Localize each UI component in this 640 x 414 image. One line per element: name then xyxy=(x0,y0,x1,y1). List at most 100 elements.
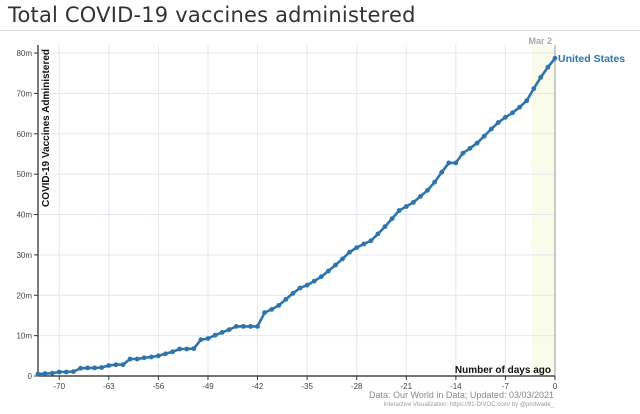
data-point xyxy=(198,337,204,343)
y-tick-label: 20m xyxy=(16,291,32,300)
data-point xyxy=(368,238,374,244)
x-tick-label: -35 xyxy=(301,382,313,391)
data-point xyxy=(361,241,367,247)
data-point xyxy=(488,126,494,132)
x-tick-label: -7 xyxy=(502,382,510,391)
data-point xyxy=(113,362,119,368)
y-tick-label: 10m xyxy=(16,332,32,341)
data-point xyxy=(347,249,352,255)
data-point xyxy=(212,332,218,338)
x-tick-label: -56 xyxy=(153,382,165,391)
end-date-shading xyxy=(532,45,555,376)
data-point xyxy=(156,353,161,359)
data-point xyxy=(446,160,452,166)
data-point xyxy=(538,74,544,80)
data-point xyxy=(248,324,253,329)
data-point xyxy=(290,290,296,296)
data-point xyxy=(304,282,310,288)
data-point xyxy=(85,365,90,371)
data-point xyxy=(219,330,225,335)
x-tick-label: -14 xyxy=(450,382,462,391)
data-point xyxy=(439,169,445,175)
x-tick-label: -70 xyxy=(53,382,65,391)
data-point xyxy=(63,369,69,375)
data-point xyxy=(255,324,260,329)
data-point xyxy=(177,346,183,352)
x-tick-label: 0 xyxy=(553,382,558,391)
data-point xyxy=(354,245,360,251)
x-tick-label: -21 xyxy=(400,382,412,391)
y-tick-label: 80m xyxy=(16,49,32,58)
chart-grid xyxy=(38,45,555,376)
data-point xyxy=(460,150,466,156)
data-point xyxy=(269,307,275,312)
data-point xyxy=(106,363,112,368)
data-point xyxy=(503,114,508,120)
data-point xyxy=(382,224,388,230)
x-axis-label: Number of days ago xyxy=(455,365,551,376)
end-date-label: Mar 2 xyxy=(528,36,552,46)
data-point xyxy=(35,371,41,377)
data-point xyxy=(531,86,537,91)
data-point xyxy=(326,268,331,274)
y-tick-label: 60m xyxy=(16,130,32,139)
data-point xyxy=(396,208,402,213)
data-point xyxy=(297,285,303,291)
data-point xyxy=(226,327,232,332)
data-point xyxy=(467,145,473,151)
data-point xyxy=(49,370,55,376)
data-point xyxy=(474,140,480,146)
data-point xyxy=(127,356,133,362)
data-point xyxy=(120,362,126,368)
data-point xyxy=(524,98,530,104)
data-point xyxy=(233,324,239,329)
title-divider xyxy=(0,30,640,31)
y-tick-label: 40m xyxy=(16,211,32,220)
data-point xyxy=(545,64,551,70)
data-point xyxy=(71,369,76,374)
data-point xyxy=(453,160,459,166)
y-tick-label: 30m xyxy=(16,251,32,260)
data-point xyxy=(340,256,345,262)
data-point xyxy=(418,194,423,199)
data-point xyxy=(42,371,48,376)
data-point xyxy=(205,336,211,341)
data-point xyxy=(333,262,338,268)
data-point xyxy=(311,278,317,284)
data-point xyxy=(517,104,522,110)
x-tick-label: -42 xyxy=(252,382,264,391)
y-tick-label: 0 xyxy=(28,372,33,381)
data-point xyxy=(99,365,105,370)
data-point xyxy=(191,346,197,351)
data-point xyxy=(411,200,416,205)
y-axis-label: COVID-19 Vaccines Administered xyxy=(41,49,52,207)
data-point xyxy=(92,365,98,371)
data-point xyxy=(318,274,324,280)
data-source: Data: Our World in Data; Updated: 03/03/… xyxy=(369,390,554,400)
chart-axes xyxy=(37,45,556,377)
data-point xyxy=(425,187,430,193)
data-point xyxy=(141,355,147,361)
y-tick-label: 70m xyxy=(16,89,32,98)
series-line-united-states xyxy=(37,57,557,376)
page-title: Total COVID-19 vaccines administered xyxy=(8,3,416,27)
data-point xyxy=(78,365,83,371)
data-point xyxy=(184,346,190,352)
series-label-united-states: United States xyxy=(558,53,625,65)
x-tick-label: -49 xyxy=(202,382,214,391)
data-point xyxy=(276,303,282,308)
data-point xyxy=(432,179,437,185)
data-point xyxy=(510,110,515,116)
data-point xyxy=(163,351,168,357)
series-points xyxy=(35,55,558,377)
data-point xyxy=(262,310,267,315)
data-point xyxy=(375,231,381,237)
data-point xyxy=(241,324,246,329)
data-point xyxy=(481,133,487,139)
data-point xyxy=(552,55,558,61)
x-tick-label: -63 xyxy=(103,382,115,391)
data-point xyxy=(403,204,409,209)
x-tick-label: -28 xyxy=(351,382,363,391)
